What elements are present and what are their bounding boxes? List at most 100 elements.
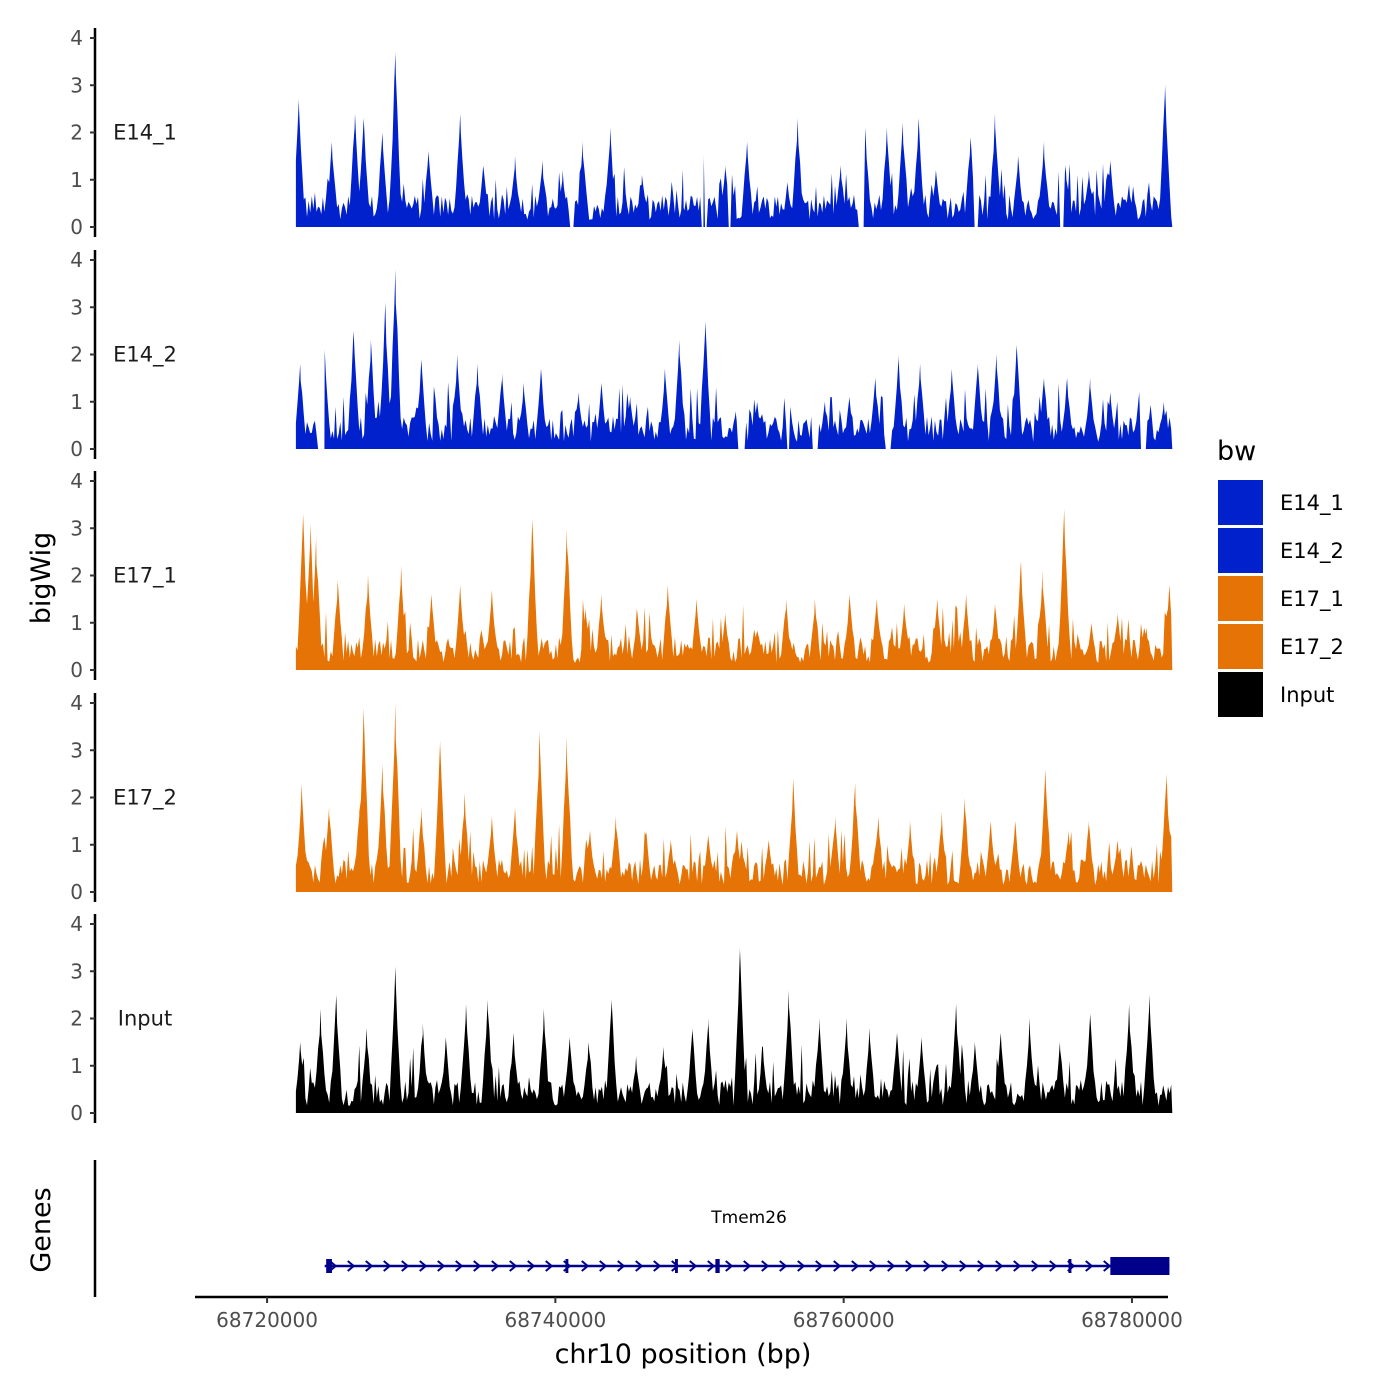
- x-tick-label: 68780000: [1081, 1308, 1183, 1332]
- y-tick-label: 0: [70, 880, 83, 904]
- strand-arrow: [995, 1260, 1004, 1272]
- strand-arrow: [707, 1260, 716, 1272]
- track-E17_1: 0 1 2 3 4 E17_1: [70, 469, 1173, 682]
- strand-arrow: [779, 1260, 788, 1272]
- track-label: E14_2: [113, 343, 177, 368]
- signal-area: [295, 947, 1173, 1113]
- strand-arrow: [545, 1260, 554, 1272]
- y-tick-label: 3: [70, 516, 83, 540]
- x-tick-label: 68760000: [793, 1308, 895, 1332]
- strand-arrow: [761, 1260, 770, 1272]
- legend-title: bw: [1217, 436, 1256, 467]
- track-label: E14_1: [113, 121, 177, 146]
- x-tick-label: 68740000: [504, 1308, 606, 1332]
- strand-arrow: [851, 1260, 860, 1272]
- strand-arrow: [689, 1260, 698, 1272]
- x-axis: 68720000 68740000 68760000 68780000: [195, 1295, 1183, 1332]
- legend-key: [1218, 480, 1263, 525]
- strand-arrow: [797, 1260, 806, 1272]
- strand-arrow: [455, 1260, 464, 1272]
- signal-area: [295, 52, 1173, 228]
- strand-arrow: [509, 1260, 518, 1272]
- legend-label: E17_1: [1280, 587, 1344, 612]
- gene-name: Tmem26: [710, 1208, 787, 1228]
- strand-arrow: [869, 1260, 878, 1272]
- gene-exon: [565, 1259, 569, 1273]
- strand-arrow: [941, 1260, 950, 1272]
- strand-arrow: [383, 1260, 392, 1272]
- strand-arrow: [581, 1260, 590, 1272]
- y-tick-label: 3: [70, 295, 83, 319]
- gene-exon: [1068, 1259, 1072, 1273]
- y-tick-label: 1: [70, 1054, 83, 1078]
- strand-arrow: [1085, 1260, 1094, 1272]
- legend-key: [1218, 528, 1263, 573]
- y-tick-label: 1: [70, 168, 83, 192]
- y-tick-label: 2: [70, 786, 83, 810]
- signal-area: [295, 269, 1173, 449]
- y-axis-title: bigWig: [26, 532, 57, 625]
- legend-label: Input: [1280, 683, 1334, 707]
- strand-arrow: [1031, 1260, 1040, 1272]
- strand-arrow: [743, 1260, 752, 1272]
- strand-arrow: [401, 1260, 410, 1272]
- x-axis-title: chr10 position (bp): [555, 1339, 812, 1370]
- tracks-layer: 0 1 2 3 4 E14_1 0 1 2 3 4 E14_2 0 1 2 3 4 E17_1 0 1 2 3 4 E17_2…: [70, 26, 1173, 1125]
- gene-track: Tmem26: [93, 1160, 1170, 1297]
- strand-arrow: [635, 1260, 644, 1272]
- y-tick-label: 0: [70, 1101, 83, 1125]
- strand-arrow: [653, 1260, 662, 1272]
- y-tick-label: 3: [70, 73, 83, 97]
- strand-arrow: [617, 1260, 626, 1272]
- strand-arrow: [1013, 1260, 1022, 1272]
- y-tick-label: 2: [70, 121, 83, 145]
- legend-key: [1218, 672, 1263, 717]
- y-tick-label: 0: [70, 437, 83, 461]
- y-tick-label: 4: [70, 912, 83, 936]
- y-tick-label: 0: [70, 658, 83, 682]
- y-tick-label: 4: [70, 26, 83, 50]
- strand-arrow: [905, 1260, 914, 1272]
- strand-arrow: [491, 1260, 500, 1272]
- track-E17_2: 0 1 2 3 4 E17_2: [70, 691, 1173, 904]
- legend-key: [1218, 624, 1263, 669]
- strand-arrow: [527, 1260, 536, 1272]
- track-label: E17_1: [113, 564, 177, 589]
- strand-arrow: [887, 1260, 896, 1272]
- y-tick-label: 1: [70, 611, 83, 635]
- y-tick-label: 4: [70, 691, 83, 715]
- strand-arrow: [1103, 1260, 1112, 1272]
- y-tick-label: 2: [70, 1007, 83, 1031]
- strand-arrow: [599, 1260, 608, 1272]
- y-tick-label: 2: [70, 564, 83, 588]
- track-E14_2: 0 1 2 3 4 E14_2: [70, 248, 1173, 461]
- strand-arrow: [1049, 1260, 1058, 1272]
- track-label: E17_2: [113, 786, 177, 811]
- strand-arrow: [419, 1260, 428, 1272]
- legend-label: E14_1: [1280, 491, 1344, 516]
- strand-arrow: [473, 1260, 482, 1272]
- signal-area: [295, 509, 1173, 670]
- gene-exon: [1110, 1257, 1170, 1275]
- strand-arrow: [977, 1260, 986, 1272]
- gene-exon: [715, 1259, 720, 1273]
- legend-label: E17_2: [1280, 635, 1344, 660]
- y-tick-label: 0: [70, 215, 83, 239]
- y-tick-label: 3: [70, 959, 83, 983]
- y-tick-label: 2: [70, 343, 83, 367]
- strand-arrow: [347, 1260, 356, 1272]
- strand-arrow: [815, 1260, 824, 1272]
- strand-arrow: [365, 1260, 374, 1272]
- track-E14_1: 0 1 2 3 4 E14_1: [70, 26, 1173, 239]
- strand-arrow: [437, 1260, 446, 1272]
- gene-exon: [675, 1259, 678, 1273]
- y-tick-label: 4: [70, 469, 83, 493]
- legend-key: [1218, 576, 1263, 621]
- legend-label: E14_2: [1280, 539, 1344, 564]
- y-tick-label: 1: [70, 833, 83, 857]
- strand-arrow: [725, 1260, 734, 1272]
- y-tick-label: 1: [70, 390, 83, 414]
- strand-arrow: [959, 1260, 968, 1272]
- genes-track-title: Genes: [26, 1187, 57, 1272]
